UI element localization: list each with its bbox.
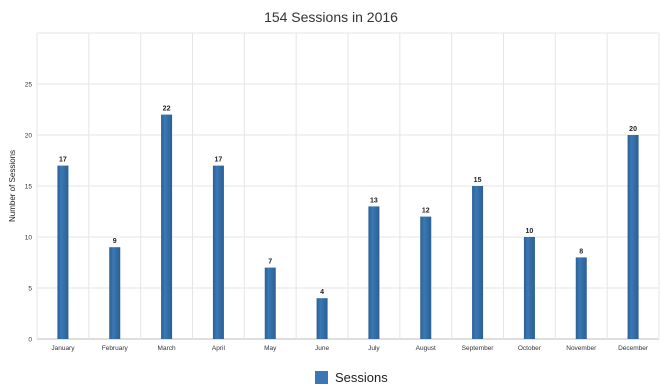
x-tick-label: March bbox=[158, 345, 176, 352]
data-label: 7 bbox=[268, 259, 272, 266]
x-tick-label: December bbox=[618, 345, 649, 352]
bars: 17 9 22 17 7 4 13 12 15 10 8 20 bbox=[57, 106, 639, 339]
y-tick-label: 5 bbox=[28, 286, 32, 293]
legend-swatch-sessions bbox=[315, 371, 328, 384]
data-label: 20 bbox=[629, 126, 637, 133]
bar-april bbox=[212, 165, 224, 339]
legend: Sessions bbox=[315, 370, 388, 385]
bar-september bbox=[472, 186, 484, 339]
bar-november bbox=[575, 257, 587, 339]
y-axis-ticks: 0 5 10 15 20 25 bbox=[25, 82, 33, 344]
x-tick-label: April bbox=[212, 345, 226, 352]
data-label: 4 bbox=[320, 289, 324, 296]
chart-title: 154 Sessions in 2016 bbox=[264, 9, 398, 25]
x-tick-label: July bbox=[368, 345, 380, 352]
bar-august bbox=[420, 216, 432, 339]
y-tick-label: 20 bbox=[25, 133, 33, 140]
data-label: 9 bbox=[113, 238, 117, 245]
bar-december bbox=[627, 135, 639, 339]
bar-july bbox=[368, 206, 380, 339]
bar-june bbox=[316, 298, 328, 339]
bar-january bbox=[57, 165, 69, 339]
x-tick-label: February bbox=[102, 345, 129, 352]
x-axis-categories: January February March April May June July Augu… bbox=[51, 345, 649, 352]
data-label: 10 bbox=[526, 228, 534, 235]
x-tick-label: August bbox=[416, 345, 436, 352]
bar-march bbox=[161, 114, 173, 339]
bar-may bbox=[264, 267, 276, 339]
data-label: 8 bbox=[579, 248, 583, 255]
data-label: 15 bbox=[474, 177, 482, 184]
y-tick-label: 15 bbox=[25, 184, 33, 191]
x-tick-label: June bbox=[315, 345, 329, 352]
x-tick-label: November bbox=[566, 345, 597, 352]
data-label: 17 bbox=[59, 157, 67, 164]
bar-february bbox=[109, 247, 121, 339]
bar-october bbox=[523, 237, 535, 339]
data-label: 13 bbox=[370, 197, 378, 204]
data-label: 12 bbox=[422, 208, 430, 215]
x-tick-label: September bbox=[462, 345, 495, 352]
legend-label-sessions: Sessions bbox=[335, 370, 388, 385]
y-tick-label: 25 bbox=[25, 82, 33, 89]
plot-grid bbox=[36, 32, 660, 340]
y-tick-label: 10 bbox=[25, 235, 33, 242]
x-tick-label: January bbox=[51, 345, 75, 352]
y-tick-label: 0 bbox=[28, 337, 32, 344]
data-label: 17 bbox=[215, 157, 223, 164]
x-tick-label: May bbox=[264, 345, 277, 352]
y-axis-label: Number of Sessions bbox=[8, 150, 17, 222]
data-label: 22 bbox=[163, 106, 171, 113]
x-tick-label: October bbox=[518, 345, 542, 352]
